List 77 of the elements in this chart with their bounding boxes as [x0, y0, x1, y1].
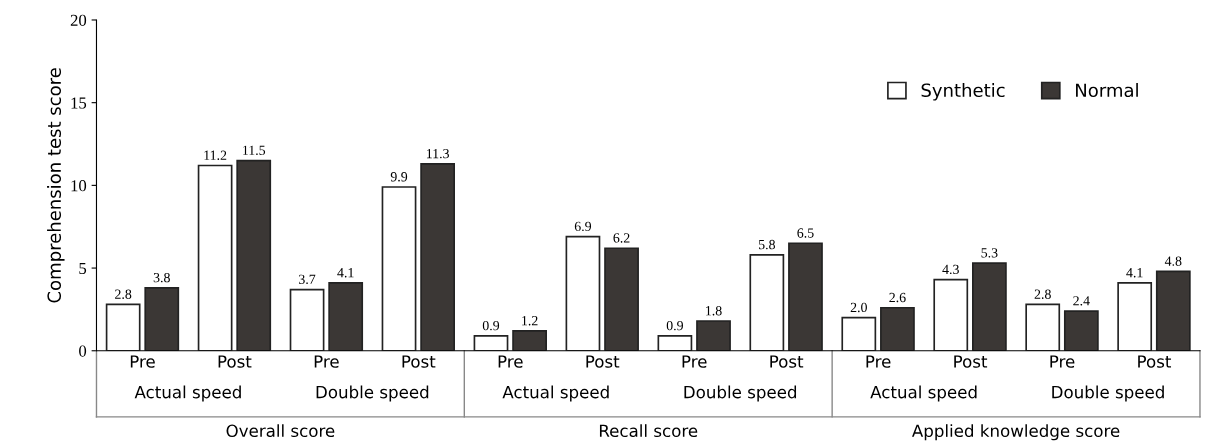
x-tick-label: Post — [218, 355, 252, 368]
legend-label: Normal — [1076, 83, 1138, 98]
data-label: 3.8 — [153, 272, 170, 283]
bar — [1063, 310, 1099, 351]
text: Double speed — [1052, 385, 1164, 402]
data-label: 2.0 — [850, 302, 867, 313]
text: Actual speed — [134, 385, 241, 402]
text: Double speed — [316, 385, 429, 402]
x-tick-label: Post — [770, 355, 804, 368]
data-label: 4.3 — [942, 264, 959, 275]
text: Recall score — [599, 424, 698, 438]
bar — [565, 235, 601, 351]
data-label: 2.6 — [889, 292, 906, 303]
y-tick-label: 15 — [71, 97, 87, 109]
data-label: 11.5 — [243, 145, 266, 156]
bar — [657, 335, 693, 351]
text: Actual speed — [502, 385, 609, 402]
text: Overall score — [226, 424, 335, 438]
y-tick-label: 5 — [79, 262, 87, 275]
data-label: 4.8 — [1164, 256, 1182, 266]
data-label: 0.9 — [482, 320, 500, 331]
text: Actual speed — [870, 385, 977, 402]
data-label: 0.9 — [666, 320, 683, 331]
data-label: 2.8 — [115, 289, 132, 299]
data-label: 11.3 — [426, 148, 449, 159]
x-tick-label: Pre — [1050, 355, 1075, 368]
data-label: 11.2 — [204, 150, 227, 160]
bar — [512, 330, 547, 351]
bar — [381, 186, 417, 351]
x-tick-label: Post — [954, 355, 988, 368]
data-label: 6.5 — [797, 228, 814, 238]
bar — [197, 164, 233, 351]
x-tick-label: Post — [402, 355, 436, 368]
data-label: 4.1 — [337, 268, 354, 278]
x-tick-label: Pre — [314, 355, 339, 368]
bar — [328, 282, 364, 351]
x-tick-label: Pre — [498, 355, 523, 368]
bar — [1117, 282, 1153, 351]
data-label: 2.4 — [1073, 296, 1090, 306]
bar — [289, 288, 325, 351]
bar — [696, 320, 731, 351]
y-axis-title: Comprehension test score — [47, 68, 65, 303]
bar — [1155, 270, 1191, 351]
data-label: 1.8 — [706, 306, 722, 316]
y-tick-label: 20 — [70, 14, 87, 26]
bar — [420, 163, 456, 351]
data-label: 2.8 — [1034, 289, 1051, 299]
bar — [144, 287, 180, 351]
x-tick-label: Pre — [130, 355, 155, 368]
bar — [788, 242, 823, 351]
data-label: 9.9 — [390, 172, 408, 182]
text: Applied knowledge score — [912, 424, 1120, 441]
x-tick-label: Post — [586, 355, 620, 368]
bar — [933, 278, 969, 351]
text: Double speed — [684, 385, 797, 402]
bar — [880, 306, 915, 351]
data-label: 5.3 — [981, 248, 998, 258]
bar — [105, 303, 141, 351]
y-tick-label: 0 — [79, 345, 87, 357]
bar — [236, 159, 272, 351]
legend-label: Synthetic — [921, 83, 1005, 101]
bar — [749, 253, 785, 351]
bar — [841, 316, 877, 351]
data-label: 6.9 — [574, 221, 592, 232]
data-label: 6.2 — [613, 233, 630, 243]
data-label: 1.2 — [522, 315, 538, 326]
y-tick-label: 10 — [71, 180, 87, 192]
x-tick-label: Post — [1138, 355, 1172, 368]
data-label: 4.1 — [1126, 268, 1143, 278]
bar — [971, 262, 1007, 351]
x-tick-label: Pre — [866, 355, 891, 368]
data-label: 3.7 — [299, 274, 316, 285]
x-tick-label: Pre — [682, 355, 707, 368]
data-label: 5.8 — [758, 239, 775, 250]
bar — [473, 335, 509, 351]
bar — [1025, 303, 1061, 351]
bar — [604, 247, 639, 351]
